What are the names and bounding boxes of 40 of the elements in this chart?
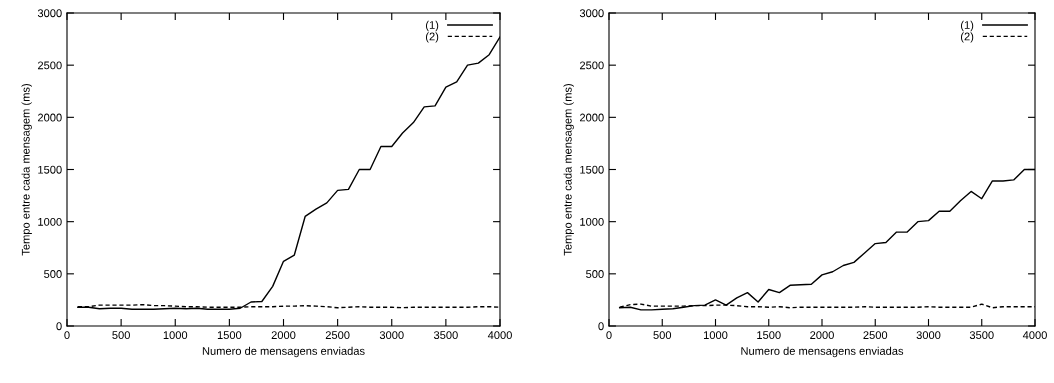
x-tick-label: 2500 [863,331,888,340]
y-tick-label: 1500 [38,165,62,174]
x-tick-label: 2000 [810,331,834,340]
x-tick-label: 1000 [703,331,728,340]
y-tick-label: 2000 [579,113,604,122]
x-axis-title: Numero de mensagens enviadas [741,346,904,358]
legend-label: (1) [426,20,439,32]
y-tick-label: 500 [586,270,604,278]
x-tick-label: 1000 [163,331,188,340]
x-tick-label: 3500 [969,331,994,340]
y-tick-label: 3000 [37,9,62,18]
y-tick-label: 3000 [579,9,604,18]
x-axis-title: Numero de mensagens enviadas [202,346,365,358]
y-tick-label: 0 [56,322,62,331]
x-tick-label: 4000 [487,331,512,340]
x-tick-label: 3000 [379,331,404,340]
legend-label: (2) [426,32,439,43]
x-tick-label: 0 [64,331,70,340]
y-axis-title: Tempo entre cada mensagem (ms) [21,84,32,256]
y-tick-label: 2500 [37,61,62,70]
legend-label: (1) [961,20,974,32]
x-tick-label: 0 [606,331,612,340]
x-tick-label: 1500 [757,331,781,340]
y-tick-label: 1000 [38,217,62,226]
x-tick-label: 4000 [1022,331,1047,340]
x-tick-label: 1500 [217,331,242,340]
x-tick-label: 500 [653,331,672,340]
y-tick-label: 0 [598,322,604,331]
x-tick-label: 2500 [325,331,350,340]
x-tick-label: 500 [112,331,130,340]
x-tick-label: 2000 [271,331,296,340]
y-tick-label: 2000 [37,113,62,122]
x-tick-label: 3500 [433,331,458,340]
y-tick-label: 500 [44,270,62,278]
y-tick-label: 1500 [580,165,604,174]
y-tick-label: 2500 [579,61,604,70]
x-tick-label: 3000 [916,331,941,340]
y-axis-title: Tempo entre cada mensagem (ms) [563,84,574,256]
legend-label: (2) [961,32,974,43]
y-tick-label: 1000 [580,217,604,226]
